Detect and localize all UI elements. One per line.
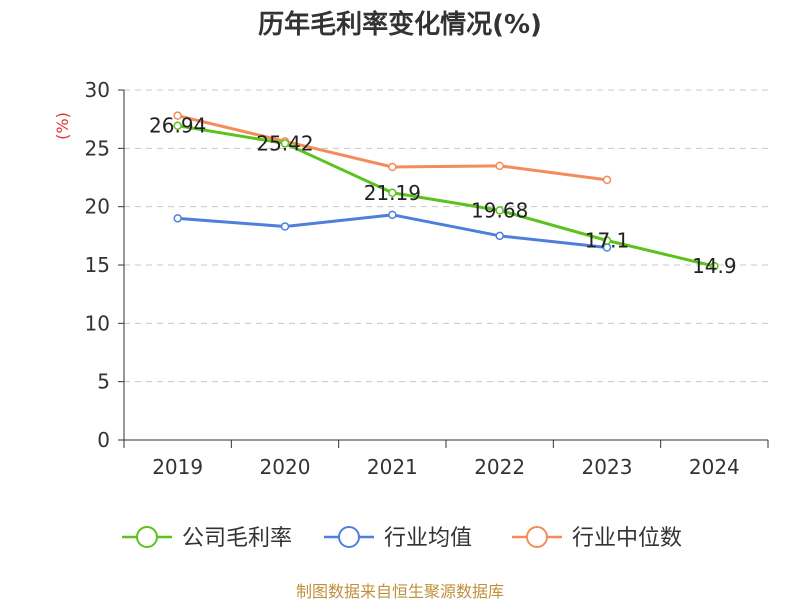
- y-tick-label: 5: [97, 370, 110, 394]
- x-tick-label-2020: 2020: [260, 455, 311, 479]
- legend-label: 行业均值: [384, 526, 472, 551]
- y-tick-label: 20: [85, 195, 110, 219]
- y-tick-label: 10: [85, 311, 110, 335]
- data-point-industry_median-2019: [173, 111, 182, 120]
- legend-label: 公司毛利率: [182, 526, 292, 551]
- x-tick-label-2019: 2019: [152, 455, 203, 479]
- data-point-industry_median-2021: [388, 162, 397, 172]
- data-point-industry_median-2023: [602, 175, 612, 185]
- data-source-note: 制图数据来自恒生聚源数据库: [295, 582, 504, 601]
- data-point-industry_avg-2022: [495, 231, 504, 241]
- y-axis-label: (%): [53, 112, 72, 140]
- data-point-company-2021: [388, 188, 397, 198]
- series-lines: [173, 111, 719, 271]
- legend-marker-icon: [338, 526, 360, 548]
- y-tick-label: 15: [85, 253, 110, 277]
- data-labels: 26.94 25.42 21.19 19.68 17.1 14.9: [149, 114, 737, 278]
- data-point-industry_avg-2019: [173, 214, 182, 223]
- data-point-industry_median-2022: [495, 161, 504, 171]
- y-tick-label: 30: [85, 78, 110, 102]
- data-label-2024: 14.9: [692, 254, 737, 278]
- axes: 0 5 10 15 20 25 30 2019 2020 2021 2022 2023 2024: [85, 78, 769, 479]
- legend-item-industry_median: 行业中位数: [512, 526, 682, 551]
- data-point-company-2024: [710, 261, 719, 271]
- data-label-2021: 21.19: [364, 181, 421, 205]
- x-tick-label-2024: 2024: [689, 455, 740, 479]
- grid-lines: [124, 89, 768, 383]
- data-label-2022: 19.68: [471, 198, 528, 222]
- data-point-company-2019: [173, 121, 182, 130]
- legend: 公司毛利率 行业均值 行业中位数: [122, 526, 682, 551]
- x-tick-label-2022: 2022: [474, 455, 525, 479]
- data-point-industry_avg-2021: [388, 210, 397, 220]
- data-point-company-2022: [495, 206, 504, 215]
- legend-item-company: 公司毛利率: [122, 526, 292, 551]
- legend-marker-icon: [526, 526, 548, 548]
- chart-title: 历年毛利率变化情况(%): [258, 10, 542, 40]
- data-point-company-2020: [280, 139, 290, 148]
- data-label-2020: 25.42: [256, 131, 313, 155]
- legend-label: 行业中位数: [572, 526, 682, 551]
- y-tick-label: 0: [97, 428, 110, 452]
- data-label-2023: 17.1: [585, 229, 630, 253]
- series-line-industry_avg: [177, 213, 608, 249]
- data-label-2019: 26.94: [149, 114, 206, 138]
- y-tick-label: 25: [85, 136, 110, 160]
- x-tick-label-2023: 2023: [582, 455, 633, 479]
- data-point-industry_avg-2020: [280, 222, 290, 231]
- x-tick-label-2021: 2021: [367, 455, 418, 479]
- series-line-company: [177, 124, 715, 268]
- legend-marker-icon: [136, 526, 158, 548]
- data-point-company-2023: [602, 236, 612, 245]
- legend-item-industry_avg: 行业均值: [324, 526, 472, 551]
